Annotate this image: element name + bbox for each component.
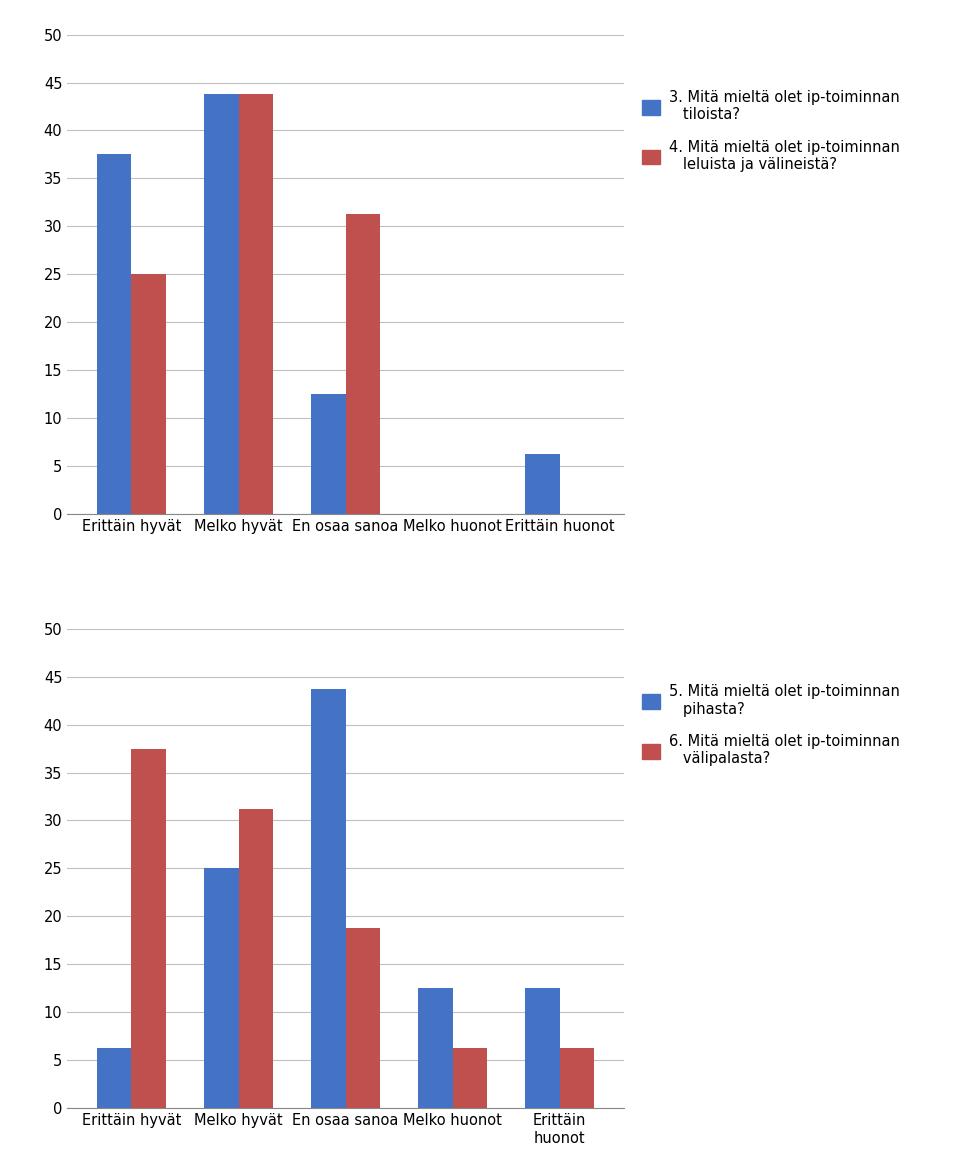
- Bar: [311, 689, 346, 1108]
- Bar: [453, 1048, 487, 1108]
- Bar: [204, 95, 238, 514]
- Bar: [525, 454, 560, 514]
- Legend: 3. Mitä mieltä olet ip-toiminnan
   tiloista?, 4. Mitä mieltä olet ip-toiminnan
: 3. Mitä mieltä olet ip-toiminnan tiloist…: [642, 90, 900, 172]
- Bar: [311, 394, 346, 514]
- Bar: [132, 275, 166, 514]
- Legend: 5. Mitä mieltä olet ip-toiminnan
   pihasta?, 6. Mitä mieltä olet ip-toiminnan
 : 5. Mitä mieltä olet ip-toiminnan pihasta…: [642, 684, 900, 766]
- Bar: [238, 809, 273, 1108]
- Bar: [525, 988, 560, 1108]
- Bar: [346, 928, 380, 1108]
- Bar: [560, 1048, 594, 1108]
- Bar: [346, 215, 380, 514]
- Bar: [419, 988, 453, 1108]
- Bar: [238, 95, 273, 514]
- Bar: [97, 1048, 132, 1108]
- Bar: [97, 155, 132, 514]
- Bar: [132, 749, 166, 1108]
- Bar: [204, 868, 238, 1108]
